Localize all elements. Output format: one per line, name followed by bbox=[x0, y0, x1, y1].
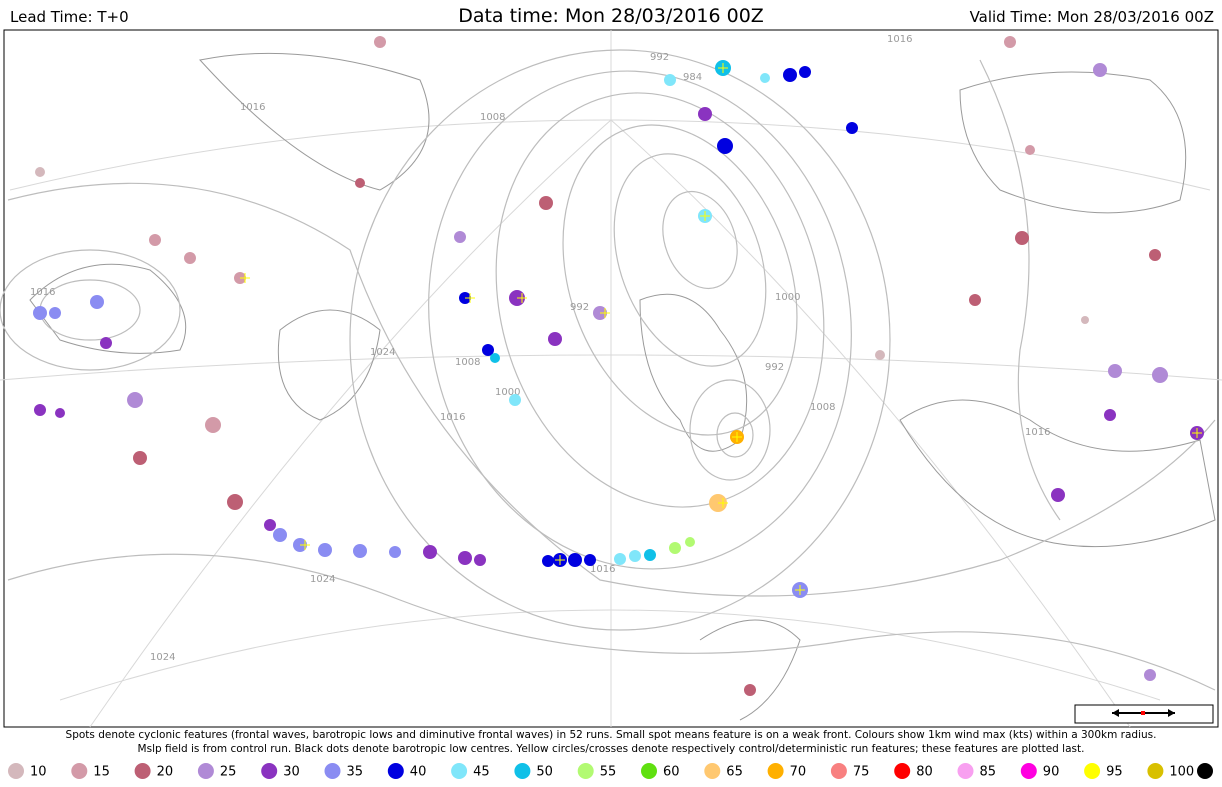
legend-label: 70 bbox=[790, 765, 807, 780]
legend-label: 50 bbox=[536, 765, 553, 780]
isobar-label: 1024 bbox=[370, 347, 395, 358]
legend-swatch bbox=[767, 763, 784, 779]
caption-line: Mslp field is from control run. Black do… bbox=[138, 743, 1085, 755]
isobar-label: 1000 bbox=[495, 387, 520, 398]
legend-label: 95 bbox=[1106, 765, 1123, 780]
isobars bbox=[0, 49, 1216, 691]
legend-swatch bbox=[830, 763, 847, 779]
legend-label: 90 bbox=[1043, 765, 1060, 780]
legend-label: 100 bbox=[1169, 765, 1194, 780]
legend-swatch bbox=[324, 763, 341, 779]
isobar-label: 1016 bbox=[887, 34, 912, 45]
legend: 10 15 20 25 30 35 40 45 50 55 60 65 70 75 80 85 90 95 100 bbox=[8, 763, 1194, 780]
data-time: Data time: Mon 28/03/2016 00Z bbox=[458, 5, 764, 27]
legend-swatch bbox=[1147, 763, 1164, 779]
legend-label: 75 bbox=[853, 765, 870, 780]
legend-label: 15 bbox=[93, 765, 110, 780]
legend-label: 60 bbox=[663, 765, 680, 780]
scale-box bbox=[1074, 704, 1214, 724]
legend-swatch bbox=[514, 763, 531, 779]
legend-label: 80 bbox=[916, 765, 933, 780]
legend-swatch bbox=[1020, 763, 1037, 779]
legend-swatch bbox=[957, 763, 974, 779]
legend-swatch bbox=[451, 763, 468, 779]
legend-swatch bbox=[1084, 763, 1101, 779]
legend-label: 30 bbox=[283, 765, 300, 780]
graticule bbox=[0, 30, 1222, 728]
legend-swatch bbox=[894, 763, 911, 779]
legend-label: 10 bbox=[30, 765, 47, 780]
isobar-label: 1008 bbox=[810, 402, 835, 413]
legend-swatch bbox=[197, 763, 214, 779]
legend-label: 40 bbox=[410, 765, 427, 780]
isobar-label: 1024 bbox=[150, 652, 175, 663]
legend-swatch bbox=[261, 763, 278, 779]
isobar-label: 992 bbox=[570, 302, 589, 313]
legend-swatch bbox=[71, 763, 88, 779]
caption-line: Spots denote cyclonic features (frontal … bbox=[66, 729, 1157, 741]
legend-label: 25 bbox=[220, 765, 237, 780]
map: 1016 1016 1008 1024 1016 1008 1000 992 9… bbox=[0, 29, 1222, 728]
legend-label: 55 bbox=[600, 765, 617, 780]
legend-label: 35 bbox=[347, 765, 364, 780]
isobar-label: 992 bbox=[765, 362, 784, 373]
isobar-label: 1016 bbox=[30, 287, 55, 298]
legend-label: 85 bbox=[980, 765, 997, 780]
legend-label: 45 bbox=[473, 765, 490, 780]
isobar-label: 1024 bbox=[310, 574, 335, 585]
legend-swatch bbox=[641, 763, 657, 779]
isobar-label: 1000 bbox=[775, 292, 800, 303]
isobar-label: 1008 bbox=[455, 357, 480, 368]
legend-swatch-black bbox=[1197, 763, 1213, 779]
isobar-labels: 1016 1016 1008 1024 1016 1008 1000 992 9… bbox=[30, 34, 1050, 663]
isobar-label: 984 bbox=[683, 72, 702, 83]
legend-label: 20 bbox=[157, 765, 174, 780]
isobar-label: 1016 bbox=[1025, 427, 1050, 438]
legend-swatch bbox=[704, 763, 721, 779]
lead-time: Lead Time: T+0 bbox=[10, 8, 129, 26]
isobar-label: 992 bbox=[650, 52, 669, 63]
isobar-label: 1016 bbox=[440, 412, 465, 423]
legend-swatch bbox=[387, 763, 404, 779]
feature-spots bbox=[33, 36, 1204, 696]
legend-swatch bbox=[134, 763, 151, 779]
isobar-label: 1016 bbox=[590, 564, 615, 575]
legend-label: 65 bbox=[726, 765, 743, 780]
valid-time: Valid Time: Mon 28/03/2016 00Z bbox=[970, 8, 1214, 26]
legend-swatch bbox=[8, 763, 24, 779]
legend-swatch bbox=[577, 763, 594, 779]
isobar-label: 1008 bbox=[480, 112, 505, 123]
isobar-label: 1016 bbox=[240, 102, 265, 113]
